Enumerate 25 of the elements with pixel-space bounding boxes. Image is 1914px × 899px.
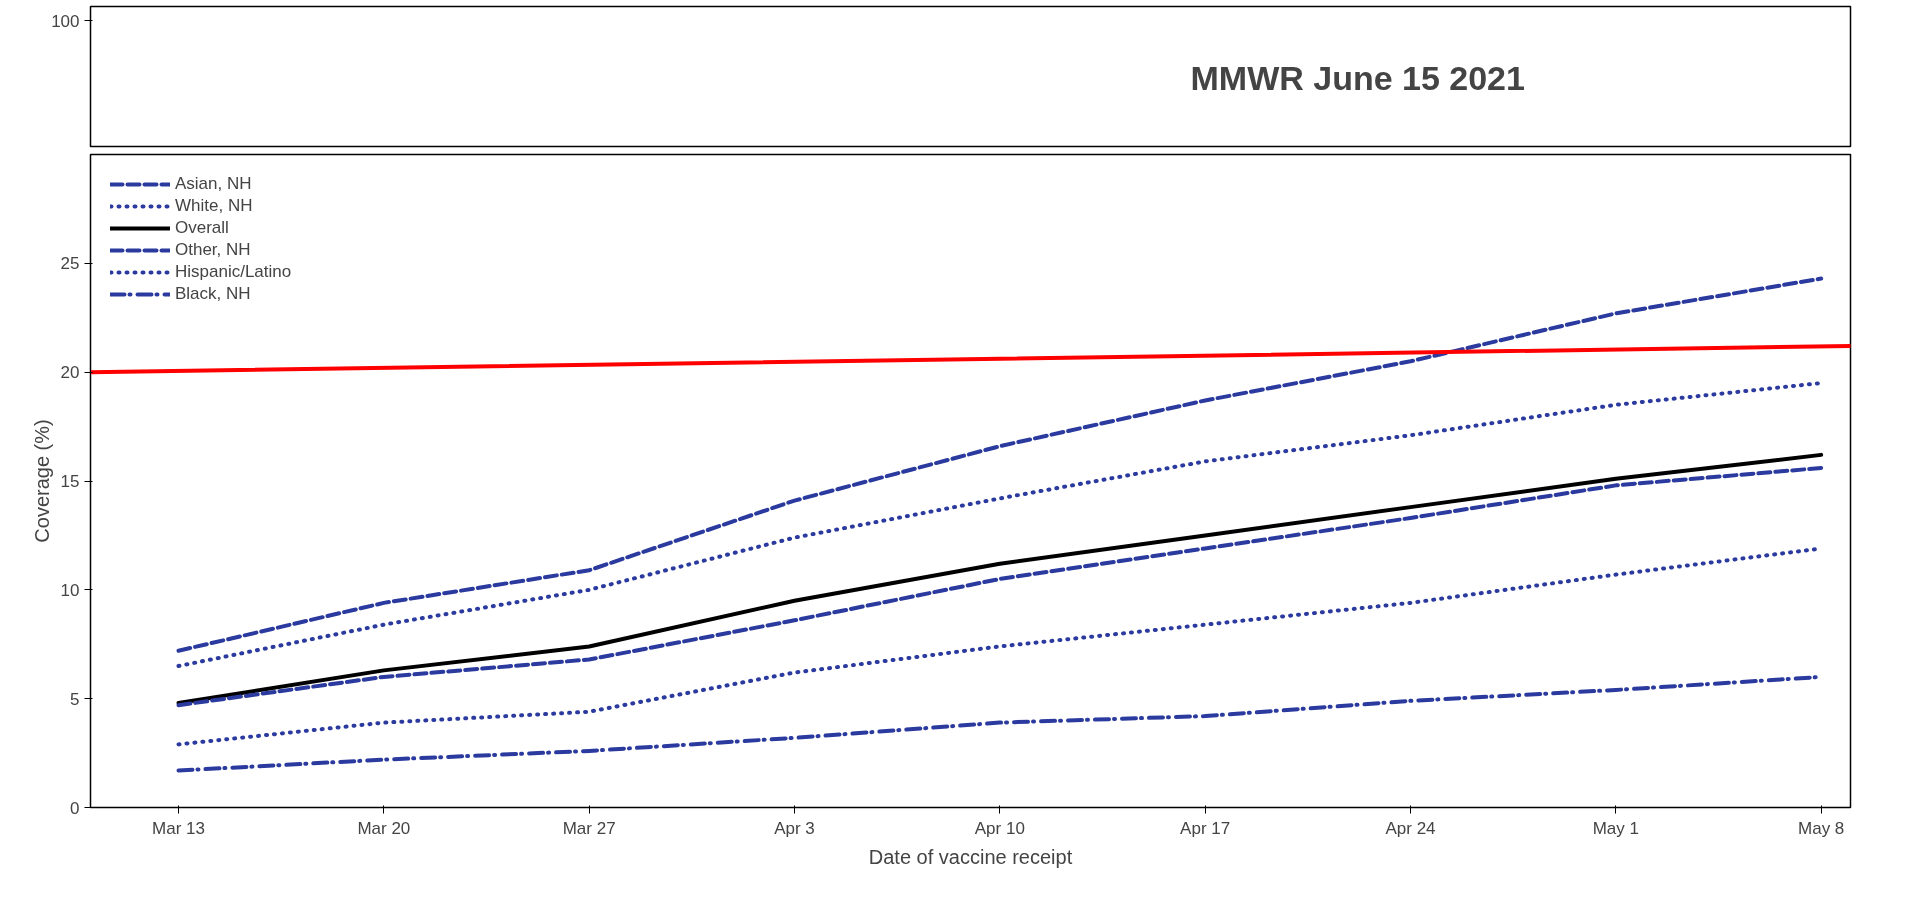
legend-label: Overall <box>175 218 229 238</box>
y-tick-label: 0 <box>70 798 80 818</box>
legend-label: Asian, NH <box>175 174 252 194</box>
x-tick-label: May 1 <box>1592 818 1639 838</box>
x-tick-label: Apr 3 <box>774 818 815 838</box>
x-tick-label: Mar 27 <box>562 818 616 838</box>
y-axis-title: Coverage (%) <box>30 419 53 543</box>
text: 100 <box>51 11 80 31</box>
x-tick-label: Apr 10 <box>974 818 1025 838</box>
legend-label: White, NH <box>175 196 253 216</box>
legend-label: Hispanic/Latino <box>175 262 292 282</box>
x-tick-label: Apr 17 <box>1180 818 1231 838</box>
x-tick-label: Mar 13 <box>152 818 205 838</box>
x-tick-label: Mar 20 <box>357 818 411 838</box>
x-tick-label: May 8 <box>1798 818 1845 838</box>
legend-label: Other, NH <box>175 240 251 260</box>
text: MMWR June 15 2021 <box>1190 58 1525 97</box>
legend-label: Black, NH <box>175 284 251 304</box>
x-axis-title: Date of vaccine receipt <box>868 845 1073 868</box>
y-tick-label: 15 <box>60 472 80 491</box>
y-tick-label: 5 <box>70 689 80 709</box>
y-tick-label: 10 <box>60 580 80 600</box>
y-tick-label: 20 <box>60 363 80 383</box>
y-tick-label: 25 <box>60 254 80 274</box>
x-tick-label: Apr 24 <box>1385 818 1436 838</box>
